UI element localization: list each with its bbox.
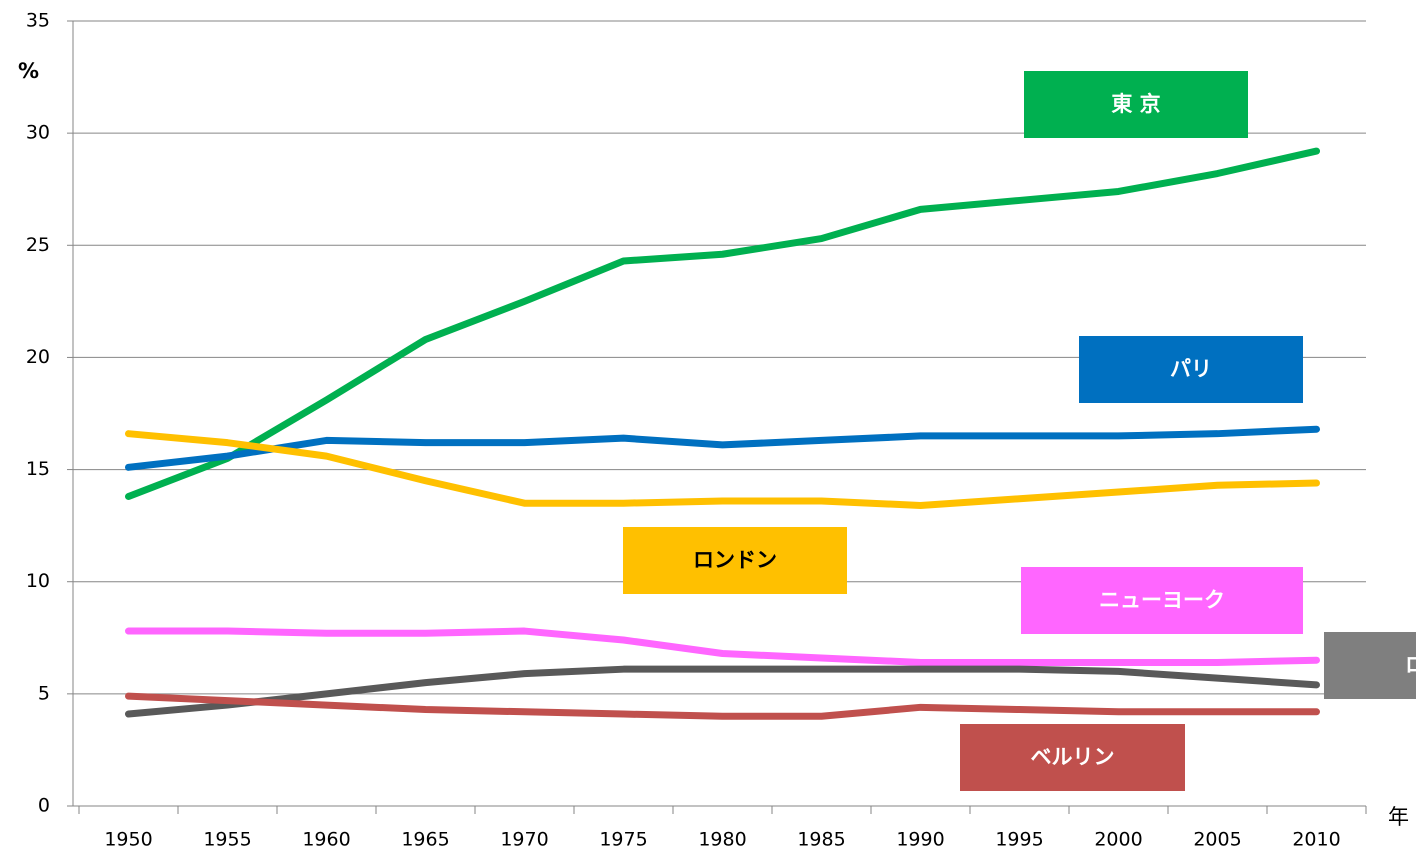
y-tick-label: 10 <box>26 570 50 592</box>
series-label: ベルリン <box>1031 745 1115 769</box>
x-tick-label: 2005 <box>1193 829 1241 851</box>
x-tick-label: 1995 <box>995 829 1043 851</box>
y-tick-label: 0 <box>38 795 50 817</box>
series-label: パリ <box>1170 357 1212 381</box>
series-line <box>125 665 1320 718</box>
series-line <box>125 692 1320 720</box>
x-tick-label: 1980 <box>698 829 746 851</box>
series-label: 東 京 <box>1111 92 1160 116</box>
x-tick-label: 1950 <box>104 829 152 851</box>
x-tick-label: 2000 <box>1094 829 1142 851</box>
x-tick-label: 1960 <box>302 829 350 851</box>
x-tick-label: 1975 <box>599 829 647 851</box>
series-label-box <box>1079 336 1303 403</box>
x-tick-label: 1955 <box>203 829 251 851</box>
x-axis-label: 年 <box>1388 805 1409 829</box>
series-label: ロ <box>1405 653 1416 677</box>
y-axis-label: % <box>18 59 39 83</box>
series-line <box>125 147 1320 500</box>
series-line <box>125 425 1320 471</box>
series-label-box <box>960 724 1185 791</box>
x-tick-label: 2010 <box>1292 829 1340 851</box>
series-label: ニューヨーク <box>1099 588 1225 612</box>
series-label-box <box>1021 567 1303 634</box>
y-tick-label: 20 <box>26 346 50 368</box>
x-tick-label: 1970 <box>500 829 548 851</box>
y-tick-label: 15 <box>26 458 50 480</box>
y-tick-label: 25 <box>26 234 50 256</box>
series-label: ロンドン <box>693 548 777 572</box>
series-line <box>125 430 1320 509</box>
y-tick-label: 5 <box>38 682 50 704</box>
y-tick-label: 30 <box>26 122 50 144</box>
x-tick-label: 1985 <box>797 829 845 851</box>
y-tick-label: 35 <box>26 10 50 32</box>
series-label-box <box>623 527 847 594</box>
x-tick-label: 1990 <box>896 829 944 851</box>
series-label-box <box>1324 632 1416 699</box>
series-label-box <box>1024 71 1248 138</box>
series-line <box>125 627 1320 666</box>
x-tick-label: 1965 <box>401 829 449 851</box>
